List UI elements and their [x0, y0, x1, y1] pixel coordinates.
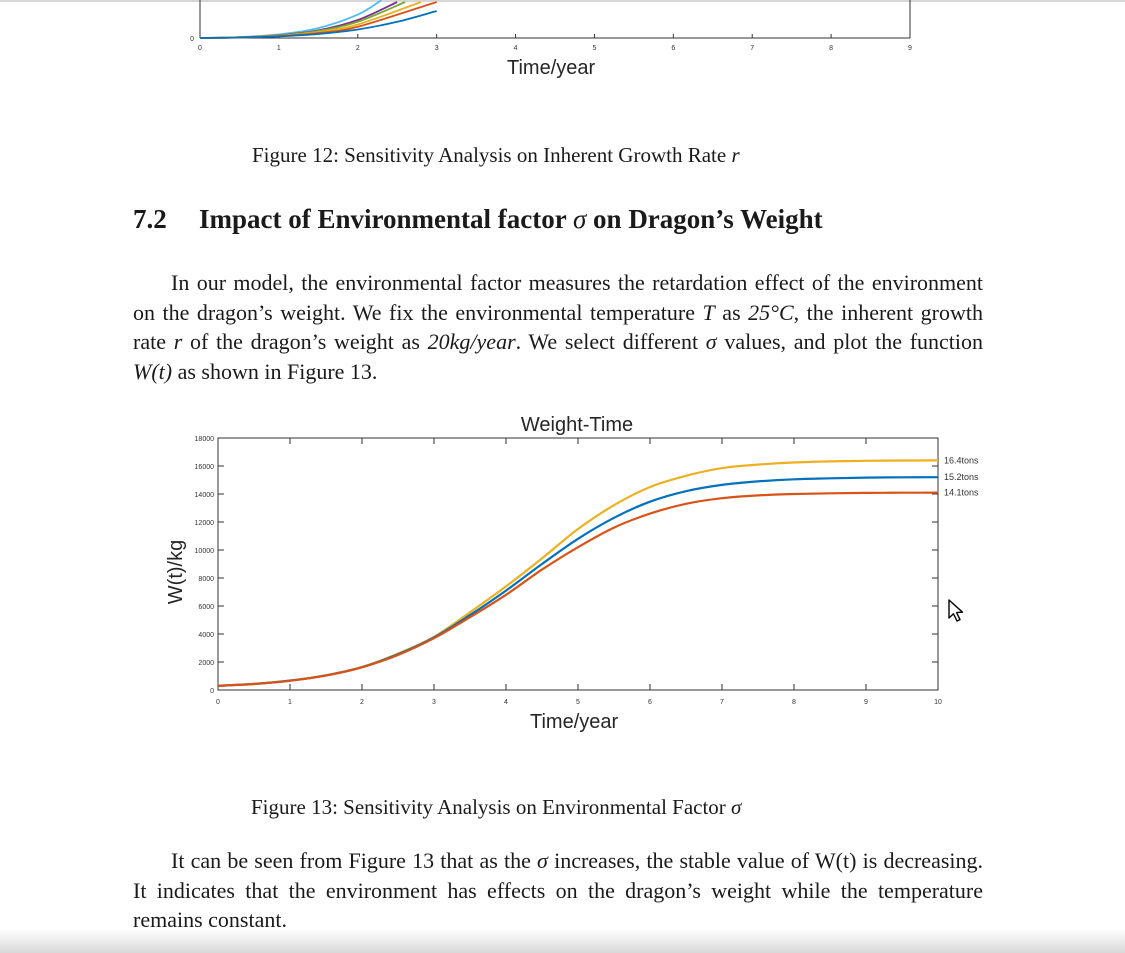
- math-symbol: T: [702, 299, 715, 325]
- chart-x-tick-label: 9: [864, 699, 868, 705]
- paragraph-text: while the temperature remains constant.: [133, 877, 983, 933]
- chart-y-tick-label: 12000: [195, 520, 215, 527]
- chart-plot-frame: [217, 437, 939, 691]
- paragraph-text: . We select: [515, 329, 615, 354]
- top-chart-x-tick-label: 5: [592, 45, 596, 52]
- chart-y-tick-label: 10000: [195, 548, 215, 555]
- math-symbol: W(t): [133, 358, 173, 384]
- figure13-chart: Weight-Time 0 1 2 3 4 5 6 7 8 9 10 0 2000 4000 6000 800…: [165, 414, 979, 705]
- chart-y-tick-label: 14000: [195, 492, 215, 499]
- section-heading: 7.2 Impact of Environmental factor σ on D…: [133, 204, 823, 235]
- chart-x-tick-label: 2: [360, 699, 364, 705]
- math-symbol: r: [173, 329, 183, 354]
- paragraph-text: In our model, the environmental factor m…: [171, 270, 865, 295]
- chart-y-tick-label: 16000: [195, 464, 215, 471]
- chart-y-tick-label: 2000: [198, 660, 214, 667]
- chart-y-tick-label: 4000: [198, 632, 214, 639]
- figure12-caption-text: Figure 12: Sensitivity Analysis on Inher…: [252, 143, 727, 167]
- top-chart-x-tick-label: 3: [435, 45, 439, 52]
- paragraph-text: values, and plot the function: [716, 329, 984, 354]
- section-title-before: Impact of Environmental factor: [199, 204, 567, 234]
- paragraph-text: of the dragon’s weight as: [182, 329, 428, 354]
- figure13-caption-text: Figure 13: Sensitivity Analysis on Envir…: [251, 795, 726, 819]
- top-chart-x-tick-label: 0: [198, 45, 202, 52]
- top-chart-x-tick-label: 4: [514, 45, 518, 52]
- chart-series-end-label: 14.1tons: [944, 488, 979, 498]
- mouse-pointer-icon: [948, 599, 964, 622]
- paragraph-text: decreasing. It indicates that the enviro…: [133, 848, 984, 903]
- viewer-bottom-shadow: [0, 929, 1125, 953]
- paragraph-2: It can be seen from Figure 13 that as th…: [133, 846, 983, 935]
- page-top-edge: [0, 0, 1125, 2]
- chart-x-tick-label: 5: [576, 699, 580, 705]
- paragraph-text: , the inherent growth rate: [133, 299, 984, 355]
- top-chart-x-tick-label: 9: [908, 45, 912, 52]
- paragraph-1: In our model, the environmental factor m…: [133, 268, 983, 386]
- figure12-x-axis-label: Time/year: [507, 57, 596, 79]
- chart-x-tick-label: 1: [288, 699, 292, 705]
- top-chart-x-tick-label: 6: [671, 45, 675, 52]
- chart-x-tick-label: 10: [934, 699, 942, 705]
- chart-series-end-label: 16.4tons: [944, 455, 979, 465]
- chart-x-axis-label: Time/year: [530, 711, 619, 733]
- figure13-caption-symbol: σ: [731, 795, 742, 819]
- top-chart-x-tick-label: 1: [277, 45, 281, 52]
- chart-series-line-14.1tons: [217, 491, 939, 687]
- top-chart-series-line: [199, 1, 398, 39]
- paragraph-text: as: [714, 299, 741, 325]
- chart-title: Weight-Time: [521, 414, 633, 436]
- chart-y-tick-label: 6000: [198, 604, 214, 611]
- top-chart-y-tick-label: 0: [190, 36, 194, 43]
- figure12-caption: Figure 12: Sensitivity Analysis on Inher…: [252, 143, 740, 168]
- chart-x-tick-label: 4: [504, 699, 508, 705]
- chart-y-tick-label: 18000: [195, 436, 215, 443]
- section-number: 7.2: [133, 204, 167, 234]
- top-chart-series-line: [199, 0, 382, 39]
- section-title-symbol: σ: [572, 204, 587, 234]
- math-symbol: 25°C: [748, 299, 794, 325]
- chart-series-end-label: 15.2tons: [944, 472, 979, 482]
- figure13-caption: Figure 13: Sensitivity Analysis on Envir…: [251, 795, 741, 820]
- chart-x-tick-label: 6: [648, 699, 652, 705]
- math-symbol: 20kg/year: [427, 329, 516, 354]
- paragraph-text: It can be seen from Figure 13 that as th…: [171, 848, 538, 873]
- math-symbol: σ: [705, 329, 717, 354]
- section-title-after: on Dragon’s Weight: [593, 204, 823, 234]
- chart-x-tick-label: 0: [216, 699, 220, 705]
- chart-series-line-15.2tons: [217, 476, 939, 687]
- chart-x-tick-label: 3: [432, 699, 436, 705]
- figure12-caption-symbol: r: [731, 143, 740, 167]
- top-chart-x-tick-label: 2: [356, 45, 360, 52]
- math-symbol: σ: [537, 848, 548, 873]
- top-chart-x-tick-label: 8: [829, 45, 833, 52]
- paragraph-text: environment on the dragon’s weight. We f…: [133, 270, 984, 325]
- paragraph-text: different: [622, 329, 706, 354]
- chart-y-tick-label: 0: [210, 688, 214, 695]
- chart-y-axis-label: W(t)/kg: [165, 540, 187, 604]
- chart-x-tick-label: 8: [792, 699, 796, 705]
- paragraph-text: increases, the stable value of W(t) is: [547, 848, 878, 873]
- chart-y-tick-label: 8000: [198, 576, 214, 583]
- top-chart-x-tick-label: 7: [750, 45, 754, 52]
- chart-x-tick-label: 7: [720, 699, 724, 705]
- paragraph-text: as shown in Figure 13.: [172, 358, 378, 384]
- figure12-chart: 0 1 2 3 4 5 6 7 8 9 0: [190, 0, 912, 52]
- top-chart-series-line: [199, 10, 437, 39]
